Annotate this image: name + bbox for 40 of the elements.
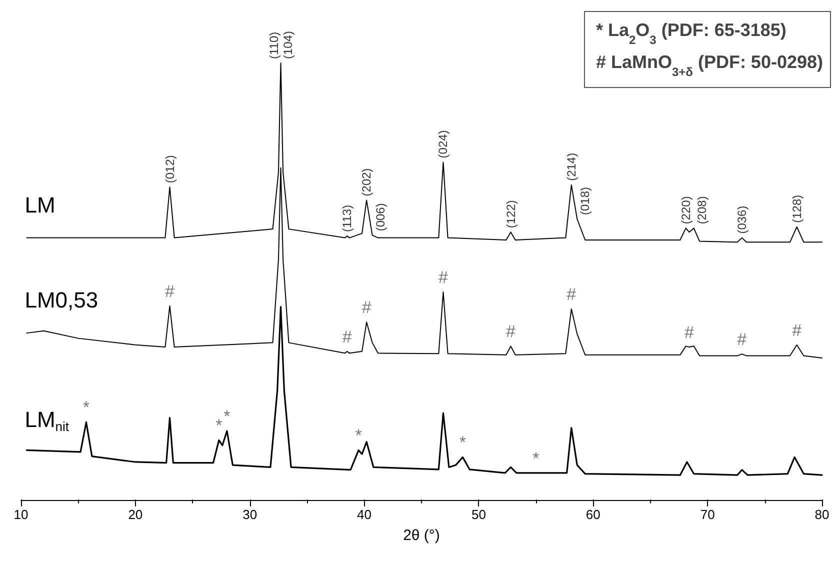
annotation: # [362,298,372,318]
annotation: (208) [694,196,709,224]
annotation: (113) [340,204,354,232]
x-tick-label: 70 [700,507,715,522]
x-axis-title: 2θ (°) [403,527,440,544]
annotation: (128) [790,194,804,223]
annotation: (202) [360,168,374,196]
annotation: # [737,330,748,350]
annotation: # [438,268,449,287]
annotation: (122) [504,200,518,228]
annotation: * [355,426,362,446]
series-label: LM [24,192,56,218]
annotation: * [216,416,223,436]
x-tick-label: 20 [128,507,143,522]
annotation: # [792,320,802,340]
annotation: (214) [564,152,578,181]
annotation: (036) [734,206,749,234]
annotation: * [459,433,466,452]
annotation: * [532,448,540,468]
annotation: # [165,282,176,301]
annotation: (110) [266,32,281,59]
annotation: (024) [436,130,450,158]
annotation: * [82,398,90,418]
x-tick-label: 50 [471,507,486,522]
annotation: (104) [280,30,295,59]
x-tick-label: 10 [14,507,28,522]
annotation: # [684,323,695,342]
x-tick-label: 40 [357,507,372,522]
series-label: LM0,53 [24,288,98,313]
annotation: (220) [678,196,693,224]
x-tick-label: 80 [814,507,830,522]
annotation: (006) [373,203,388,232]
annotation: # [342,327,352,346]
x-tick-label: 60 [586,507,600,522]
annotation: (018) [578,186,592,216]
annotation: # [566,285,577,304]
annotation: (012) [162,155,177,184]
x-tick-label: 30 [242,507,258,522]
annotation: * [224,406,231,426]
annotation: # [506,322,516,342]
